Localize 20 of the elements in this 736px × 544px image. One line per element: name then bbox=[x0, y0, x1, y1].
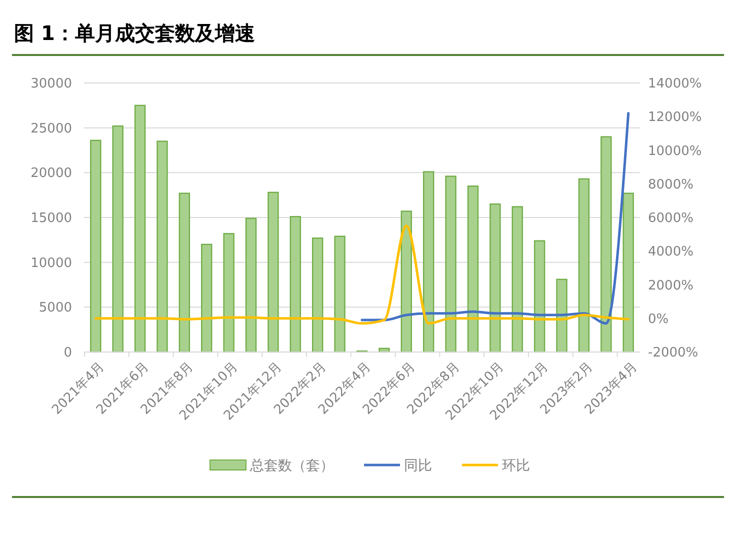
legend-label: 同比 bbox=[404, 458, 432, 474]
y-tick-label: 5000 bbox=[38, 300, 72, 316]
legend-label: 总套数（套） bbox=[249, 458, 334, 474]
y-tick-label: 0 bbox=[64, 346, 72, 361]
y2-tick-label: 6000% bbox=[648, 211, 694, 226]
chart-title: 图 1：单月成交套数及增速 bbox=[14, 21, 255, 45]
y-tick-label: 20000 bbox=[30, 166, 72, 182]
legend-label: 环比 bbox=[502, 458, 530, 474]
y-tick-label: 25000 bbox=[30, 121, 72, 136]
y2-tick-label: 0% bbox=[648, 312, 669, 327]
y2-tick-label: 12000% bbox=[648, 110, 702, 126]
y-tick-label: 30000 bbox=[30, 76, 72, 92]
y2-tick-label: 8000% bbox=[648, 177, 694, 192]
y-tick-label: 15000 bbox=[30, 211, 72, 226]
y2-tick-label: 14000% bbox=[648, 76, 702, 92]
y2-tick-label: 10000% bbox=[648, 144, 702, 159]
y2-tick-label: -2000% bbox=[648, 346, 698, 361]
y-tick-label: 10000 bbox=[30, 256, 72, 271]
y2-tick-label: 4000% bbox=[648, 244, 694, 260]
y2-tick-label: 2000% bbox=[648, 278, 694, 294]
